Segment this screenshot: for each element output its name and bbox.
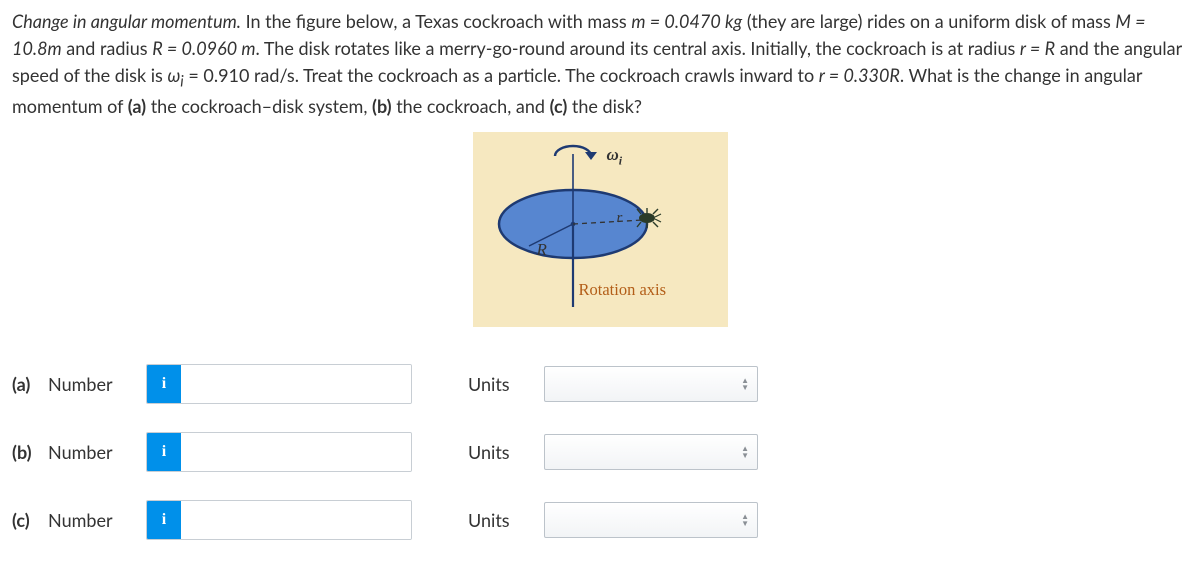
info-icon[interactable]: i bbox=[147, 501, 181, 539]
info-icon[interactable]: i bbox=[147, 365, 181, 403]
m-eq: m = 0.0470 kg bbox=[631, 10, 742, 32]
info-icon[interactable]: i bbox=[147, 433, 181, 471]
text: the cockroach–disk system, bbox=[146, 95, 372, 117]
text: the disk? bbox=[567, 95, 642, 117]
fig-rotation-axis-label: Rotation axis bbox=[579, 278, 667, 303]
part-a-bold: (a) bbox=[128, 95, 146, 117]
stepper-arrows-icon: ▲▼ bbox=[741, 377, 749, 391]
units-label: Units bbox=[468, 371, 544, 398]
number-label: Number bbox=[48, 439, 146, 466]
fig-omega-sub: i bbox=[619, 153, 622, 167]
answer-row-a: (a) Number i Units ▲▼ bbox=[12, 364, 1188, 404]
problem-text: Change in angular momentum. In the figur… bbox=[12, 8, 1188, 120]
text: . The disk rotates like a merry-go-round… bbox=[256, 37, 1020, 59]
figure: ωi R r Rotation axis bbox=[473, 132, 728, 327]
part-b-bold: (b) bbox=[372, 95, 392, 117]
fig-R-label: R bbox=[537, 237, 547, 263]
text: . Treat the cockroach as a particle. The… bbox=[295, 64, 819, 86]
answer-row-b: (b) Number i Units ▲▼ bbox=[12, 432, 1188, 472]
text: In the figure below, a Texas cockroach w… bbox=[241, 10, 631, 32]
part-label-a: (a) bbox=[12, 371, 48, 398]
fig-r-label: r bbox=[617, 207, 623, 230]
number-input-c[interactable] bbox=[181, 501, 411, 539]
r-eq: r = R bbox=[1020, 37, 1055, 59]
answer-row-c: (c) Number i Units ▲▼ bbox=[12, 500, 1188, 540]
omega-val: = 0.910 rad/s bbox=[184, 64, 295, 86]
units-label: Units bbox=[468, 507, 544, 534]
units-select-b[interactable]: ▲▼ bbox=[544, 434, 758, 470]
r2-eq: r = 0.330R bbox=[819, 64, 900, 86]
omega-eq: ω bbox=[167, 64, 180, 86]
problem-lead: Change in angular momentum. bbox=[12, 10, 241, 32]
R-eq: R = 0.0960 m bbox=[152, 37, 255, 59]
number-label: Number bbox=[48, 507, 146, 534]
units-label: Units bbox=[468, 439, 544, 466]
number-input-a[interactable] bbox=[181, 365, 411, 403]
answers-section: (a) Number i Units ▲▼ (b) Number i Units… bbox=[12, 364, 1188, 540]
fig-omega: ω bbox=[607, 145, 619, 164]
number-input-b[interactable] bbox=[181, 433, 411, 471]
text: (they are large) rides on a uniform disk… bbox=[742, 10, 1115, 32]
stepper-arrows-icon: ▲▼ bbox=[741, 445, 749, 459]
text: the cockroach, and bbox=[392, 95, 550, 117]
text: and radius bbox=[62, 37, 152, 59]
number-label: Number bbox=[48, 371, 146, 398]
part-label-c: (c) bbox=[12, 507, 48, 534]
units-select-c[interactable]: ▲▼ bbox=[544, 502, 758, 538]
part-label-b: (b) bbox=[12, 439, 48, 466]
part-c-bold: (c) bbox=[550, 95, 568, 117]
units-select-a[interactable]: ▲▼ bbox=[544, 366, 758, 402]
stepper-arrows-icon: ▲▼ bbox=[741, 513, 749, 527]
